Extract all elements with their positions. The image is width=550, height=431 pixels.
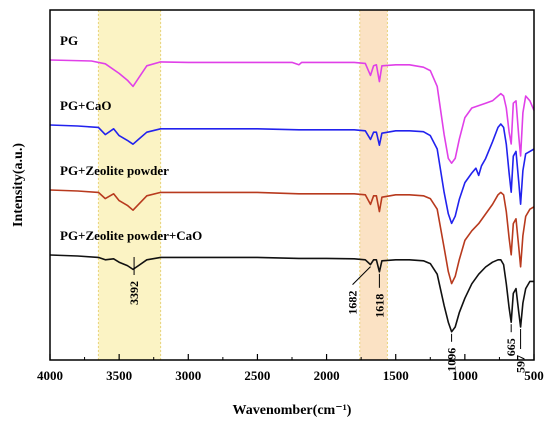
x-tick-label: 2000	[314, 368, 340, 383]
highlight-band-0	[98, 10, 161, 360]
peak-label-665: 665	[504, 338, 518, 356]
series-label-2: PG+Zeolite powder	[60, 163, 169, 178]
x-tick-label: 500	[524, 368, 544, 383]
x-tick-label: 1000	[452, 368, 478, 383]
series-line-1	[49, 123, 535, 225]
x-axis-ticks: 4000 3500 3000 2500 2000 1500 1000 500	[37, 354, 544, 383]
series-line-3	[49, 254, 534, 333]
x-axis-title: Wavenomber(cm⁻¹)	[233, 403, 352, 418]
x-tick-label: 4000	[37, 368, 63, 383]
series-label-1: PG+CaO	[60, 98, 111, 113]
series-line-2	[49, 189, 535, 285]
peak-label-1682: 1682	[346, 291, 360, 315]
series-label-0: PG	[60, 33, 78, 48]
peak-marker-line-1	[352, 266, 371, 285]
x-tick-label: 3500	[106, 368, 132, 383]
series-label-3: PG+Zeolite powder+CaO	[60, 228, 202, 243]
x-tick-label: 3000	[175, 368, 201, 383]
y-axis-title: Intensity(a.u.)	[11, 143, 26, 227]
peak-label-3392: 3392	[127, 281, 141, 305]
highlight-bands	[97, 10, 388, 360]
x-tick-label: 2500	[244, 368, 270, 383]
series-lines	[49, 59, 535, 333]
peak-label-1618: 1618	[372, 294, 386, 318]
series-labels: PG PG+CaO PG+Zeolite powder PG+Zeolite powd…	[60, 33, 202, 243]
x-tick-label: 1500	[383, 368, 409, 383]
series-line-0	[49, 59, 535, 164]
